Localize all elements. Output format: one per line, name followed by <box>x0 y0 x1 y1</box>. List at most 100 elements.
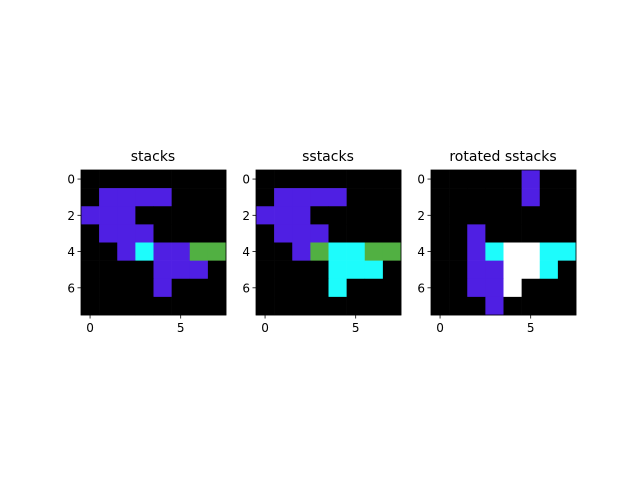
stacks-cell-r7-c7 <box>207 296 227 316</box>
sstacks-cell-r1-c4 <box>328 188 347 207</box>
stacks-y-tick-label: 6 <box>67 281 75 295</box>
rotated-sstacks-cell-r3-c6 <box>539 224 559 243</box>
rotated-sstacks-cell-r2-c7 <box>557 206 577 225</box>
rotated-sstacks-cell-r2-c0 <box>431 206 450 225</box>
stacks-cell-r4-c3 <box>135 242 154 261</box>
rotated-sstacks-cell-r6-c4 <box>503 278 522 298</box>
rotated-sstacks-y-tick-label: 2 <box>417 209 425 223</box>
stacks-cell-r6-c6 <box>189 278 209 298</box>
sstacks-y-tick-label: 4 <box>242 245 250 259</box>
stacks-cell-r5-c5 <box>171 260 191 280</box>
stacks-cell-r7-c4 <box>153 296 172 316</box>
sstacks-cell-r0-c4 <box>328 170 347 189</box>
sstacks-cell-r3-c2 <box>292 224 311 243</box>
sstacks-cell-r6-c3 <box>310 278 329 298</box>
rotated-sstacks-cell-r0-c2 <box>467 170 486 189</box>
sstacks-cell-r1-c1 <box>274 188 293 207</box>
stacks-cell-r0-c3 <box>135 170 154 189</box>
rotated-sstacks-cell-r1-c2 <box>467 188 486 207</box>
sstacks-x-tick-label: 5 <box>352 321 360 335</box>
stacks-y-tick-label: 0 <box>67 173 75 187</box>
rotated-sstacks-cell-r6-c5 <box>521 278 541 298</box>
stacks-y-tick-label: 4 <box>67 245 75 259</box>
rotated-sstacks-cell-r3-c0 <box>431 224 450 243</box>
stacks-cell-r0-c4 <box>153 170 172 189</box>
stacks-cell-r6-c7 <box>207 278 227 298</box>
sstacks-cell-r0-c2 <box>292 170 311 189</box>
sstacks-cell-r0-c5 <box>346 170 366 189</box>
sstacks-cell-r6-c4 <box>328 278 347 298</box>
rotated-sstacks-cell-r5-c5 <box>521 260 541 280</box>
sstacks-cell-r7-c3 <box>310 296 329 316</box>
sstacks-cell-r3-c4 <box>328 224 347 243</box>
sstacks-cell-r2-c1 <box>274 206 293 225</box>
rotated-sstacks-cell-r3-c7 <box>557 224 577 243</box>
sstacks-x-tick-label: 0 <box>261 321 269 335</box>
stacks-x-tick-label: 0 <box>86 321 94 335</box>
stacks-y-tick-label: 2 <box>67 209 75 223</box>
stacks-cell-r6-c4 <box>153 278 172 298</box>
rotated-sstacks-cell-r3-c4 <box>503 224 522 243</box>
rotated-sstacks-y-tick-label: 0 <box>417 173 425 187</box>
stacks-cell-r7-c1 <box>99 296 118 316</box>
rotated-sstacks-cell-r2-c1 <box>449 206 468 225</box>
stacks-cell-r5-c2 <box>117 260 136 280</box>
stacks-cell-r4-c5 <box>171 242 191 261</box>
rotated-sstacks-cell-r6-c7 <box>557 278 577 298</box>
sstacks-cell-r0-c7 <box>382 170 402 189</box>
stacks-title: stacks <box>131 149 175 165</box>
stacks-cell-r5-c1 <box>99 260 118 280</box>
stacks-cell-r1-c5 <box>171 188 191 207</box>
stacks-x-axis: 0 5 <box>86 315 185 335</box>
stacks-cell-r3-c7 <box>207 224 227 243</box>
rotated-sstacks-cell-r1-c6 <box>539 188 559 207</box>
stacks-cell-r2-c6 <box>189 206 209 225</box>
sstacks-cell-r0-c6 <box>364 170 384 189</box>
stacks-cell-r5-c4 <box>153 260 172 280</box>
stacks-cell-r3-c1 <box>99 224 118 243</box>
rotated-sstacks-cell-r0-c5 <box>521 170 541 189</box>
sstacks-cell-r2-c5 <box>346 206 366 225</box>
sstacks-cell-r5-c4 <box>328 260 347 280</box>
rotated-sstacks-cell-r6-c1 <box>449 278 468 298</box>
stacks-axes-frame <box>80 169 227 316</box>
rotated-sstacks-cell-r7-c0 <box>431 296 450 316</box>
sstacks-cell-r0-c0 <box>256 170 275 189</box>
stacks-cell-r1-c0 <box>81 188 100 207</box>
stacks-cell-r0-c6 <box>189 170 209 189</box>
rotated-sstacks-cell-r4-c0 <box>431 242 450 261</box>
rotated-sstacks-cell-r5-c4 <box>503 260 522 280</box>
rotated-sstacks-image <box>431 170 577 316</box>
sstacks-cell-r7-c6 <box>364 296 384 316</box>
sstacks-cell-r1-c7 <box>382 188 402 207</box>
sstacks-cell-r4-c2 <box>292 242 311 261</box>
rotated-sstacks-y-tick-label: 6 <box>417 281 425 295</box>
stacks-cell-r2-c4 <box>153 206 172 225</box>
stacks-cell-r3-c6 <box>189 224 209 243</box>
sstacks-cell-r6-c1 <box>274 278 293 298</box>
rotated-sstacks-cell-r1-c7 <box>557 188 577 207</box>
sstacks-title: sstacks <box>302 149 354 165</box>
stacks-cell-r7-c5 <box>171 296 191 316</box>
stacks-cell-r1-c4 <box>153 188 172 207</box>
sstacks-cell-r1-c0 <box>256 188 275 207</box>
sstacks-cell-r1-c3 <box>310 188 329 207</box>
stacks-cell-r6-c5 <box>171 278 191 298</box>
rotated-sstacks-cell-r5-c1 <box>449 260 468 280</box>
stacks-y-axis: 0 2 4 6 <box>67 173 81 295</box>
stacks-cell-r6-c2 <box>117 278 136 298</box>
rotated-sstacks-cell-r7-c5 <box>521 296 541 316</box>
stacks-cell-r4-c7 <box>207 242 227 261</box>
rotated-sstacks-cell-r2-c4 <box>503 206 522 225</box>
rotated-sstacks-cell-r1-c5 <box>521 188 541 207</box>
sstacks-x-axis: 0 5 <box>261 315 360 335</box>
sstacks-y-tick-label: 2 <box>242 209 250 223</box>
stacks-cell-r3-c2 <box>117 224 136 243</box>
sstacks-cell-r5-c0 <box>256 260 275 280</box>
rotated-sstacks-cell-r4-c4 <box>503 242 522 261</box>
stacks-cell-r3-c0 <box>81 224 100 243</box>
sstacks-cell-r3-c1 <box>274 224 293 243</box>
stacks-cell-r4-c1 <box>99 242 118 261</box>
sstacks-cell-r3-c6 <box>364 224 384 243</box>
